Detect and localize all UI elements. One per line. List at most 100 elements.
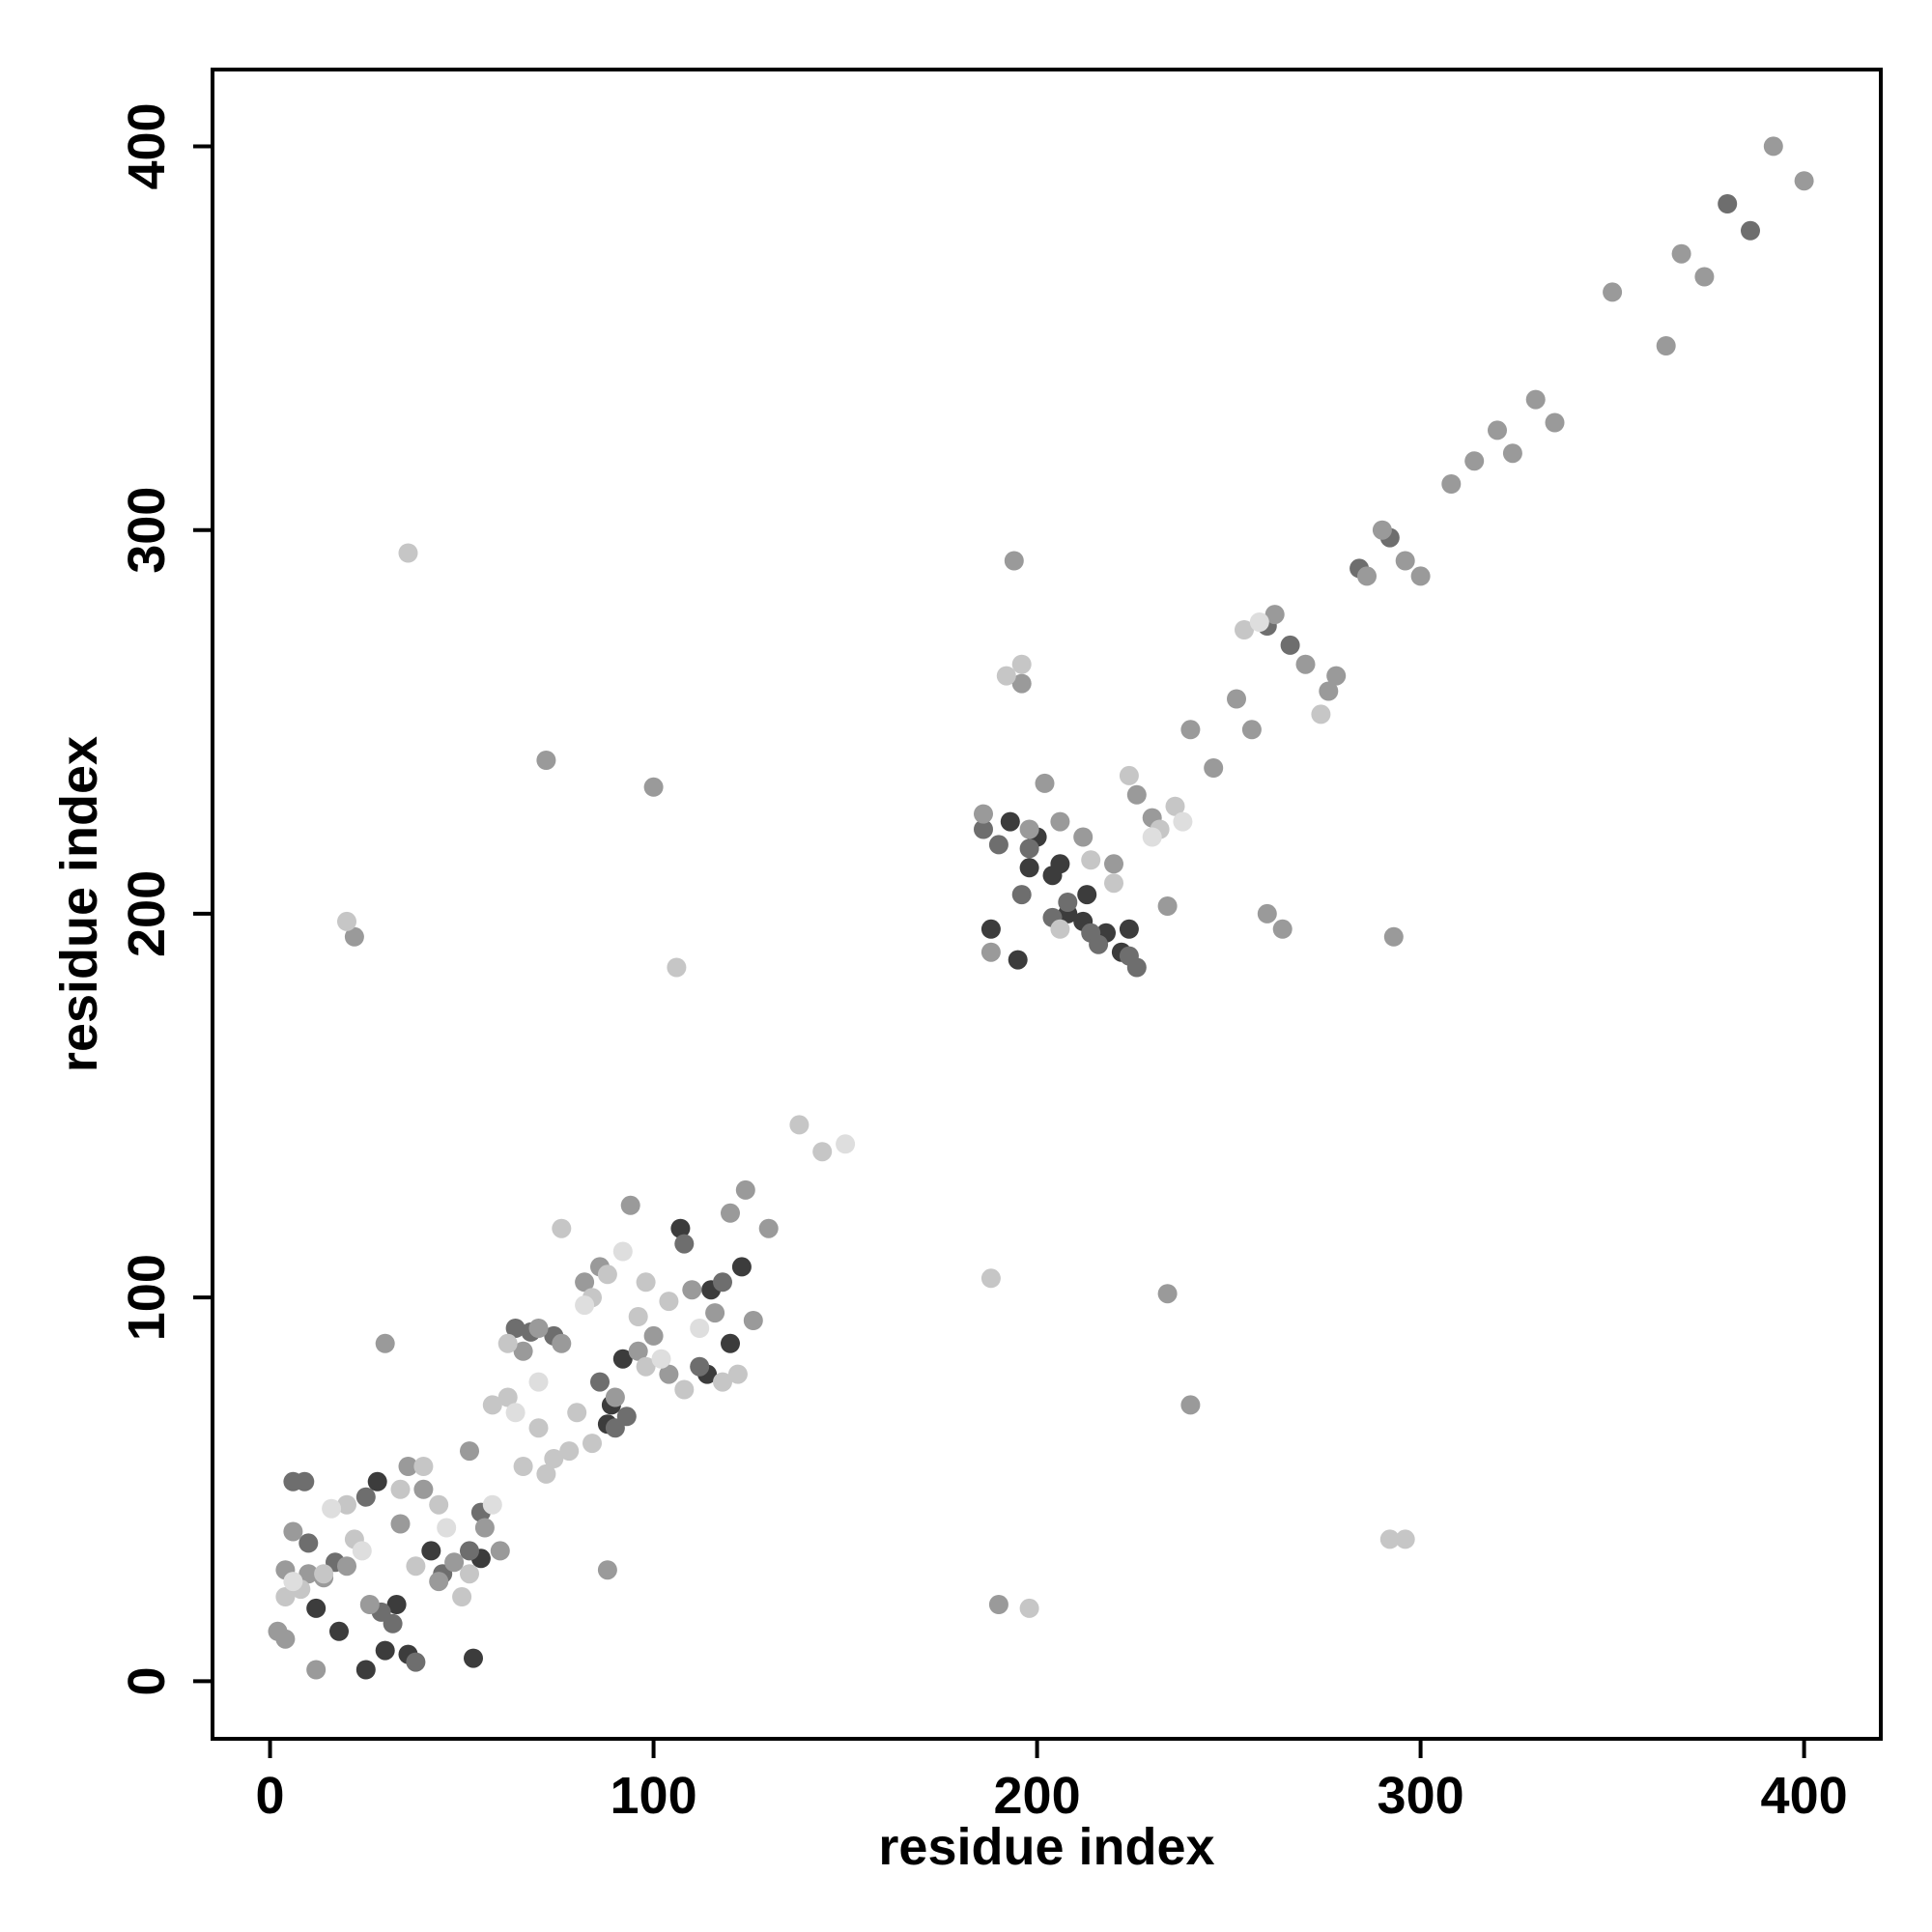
data-point — [322, 1498, 342, 1519]
data-point — [659, 1364, 679, 1384]
data-point — [974, 804, 993, 824]
data-point — [682, 1280, 702, 1300]
data-point — [275, 1629, 296, 1649]
data-point — [605, 1387, 625, 1407]
data-point — [390, 1479, 411, 1499]
data-point — [429, 1494, 449, 1515]
data-point — [1326, 666, 1347, 686]
data-point — [980, 942, 1001, 962]
data-point — [980, 1268, 1001, 1289]
data-point — [482, 1494, 502, 1515]
data-point — [460, 1441, 479, 1462]
data-point — [836, 1134, 856, 1154]
data-point — [544, 1449, 564, 1468]
data-point — [1119, 765, 1139, 785]
data-point — [1545, 412, 1565, 433]
data-point — [367, 1471, 387, 1492]
data-point — [643, 777, 664, 797]
data-point — [298, 1533, 319, 1553]
data-point — [789, 1115, 810, 1135]
data-point — [1410, 566, 1431, 586]
data-point — [1502, 443, 1522, 464]
data-point — [1718, 194, 1738, 213]
data-point — [306, 1660, 327, 1680]
data-point — [1011, 885, 1032, 905]
data-point — [612, 1349, 633, 1369]
data-point — [482, 1395, 502, 1415]
data-point — [674, 1234, 695, 1254]
data-point — [283, 1572, 303, 1592]
data-point — [1311, 704, 1331, 724]
data-point — [413, 1479, 434, 1499]
data-point — [721, 1203, 740, 1223]
data-point — [636, 1356, 656, 1377]
data-point — [306, 1598, 327, 1618]
data-point — [398, 543, 418, 563]
data-point — [513, 1457, 533, 1476]
data-point — [1035, 773, 1055, 793]
data-point — [1011, 654, 1032, 674]
data-point — [536, 751, 556, 770]
data-point — [582, 1434, 602, 1454]
data-point — [1295, 654, 1316, 674]
data-point — [590, 1372, 610, 1392]
data-point — [497, 1333, 518, 1353]
y-axis: 0 100 200 300 400 — [118, 102, 213, 1695]
data-point — [1157, 896, 1178, 916]
data-point — [337, 911, 356, 931]
data-point — [497, 1387, 518, 1407]
data-point — [528, 1372, 549, 1392]
data-point — [352, 1541, 372, 1561]
data-point — [628, 1341, 648, 1361]
data-point — [298, 1564, 319, 1584]
data-point — [528, 1418, 549, 1438]
data-point — [1081, 850, 1101, 870]
data-point — [567, 1403, 587, 1423]
data-point — [490, 1541, 510, 1561]
data-point — [337, 1556, 356, 1577]
data-point — [283, 1521, 303, 1542]
data-point — [383, 1613, 403, 1634]
data-point — [505, 1319, 526, 1338]
data-point — [421, 1541, 441, 1561]
y-axis-title: residue index — [50, 736, 108, 1072]
data-points — [268, 136, 1814, 1680]
data-point — [329, 1621, 349, 1641]
data-point — [1000, 811, 1020, 832]
data-point — [375, 1333, 395, 1353]
data-point — [1019, 1598, 1039, 1618]
data-point — [1104, 873, 1123, 894]
y-tick-label: 100 — [118, 1254, 176, 1341]
data-point — [1050, 919, 1070, 939]
data-point — [705, 1303, 725, 1323]
data-point — [460, 1541, 479, 1561]
data-point — [275, 1587, 296, 1606]
data-point — [980, 919, 1001, 939]
data-point — [1142, 827, 1162, 847]
data-point — [505, 1403, 526, 1423]
data-point — [643, 1325, 664, 1346]
data-point — [1073, 827, 1094, 847]
data-point — [713, 1272, 732, 1293]
data-point — [337, 1494, 356, 1515]
data-point — [731, 1257, 752, 1277]
data-point — [651, 1349, 671, 1369]
data-point — [1058, 893, 1078, 912]
x-tick-label: 300 — [1378, 1767, 1464, 1825]
data-point — [1257, 903, 1277, 923]
data-point — [406, 1556, 426, 1577]
data-point — [1050, 854, 1070, 874]
data-point — [355, 1660, 376, 1680]
data-point — [460, 1564, 479, 1584]
data-point — [670, 1218, 691, 1238]
data-point — [1089, 934, 1109, 954]
y-tick-label: 0 — [118, 1666, 176, 1695]
data-point — [1126, 784, 1147, 805]
y-tick-label: 300 — [118, 487, 176, 574]
data-point — [1104, 854, 1123, 874]
data-point — [1671, 243, 1691, 264]
data-point — [988, 1595, 1009, 1614]
data-point — [1379, 1529, 1400, 1549]
data-point — [1227, 689, 1246, 709]
data-point — [386, 1595, 407, 1614]
